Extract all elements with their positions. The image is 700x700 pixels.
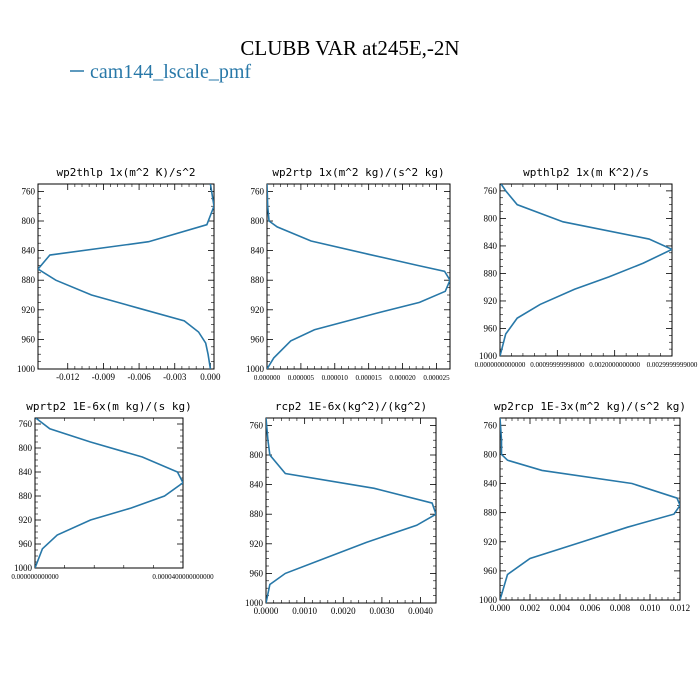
y-tick-label: 920 <box>22 305 36 315</box>
y-tick-label: 800 <box>251 216 265 226</box>
x-tick-label: 0.000005 <box>288 374 315 382</box>
series-line <box>38 184 214 369</box>
x-tick-label: 0.0030 <box>370 606 395 616</box>
y-tick-label: 880 <box>22 275 36 285</box>
panel-5: rcp2 1E-6x(kg^2)/(kg^2) 760 800 840 880 920 96… <box>245 400 437 616</box>
x-tick-label: 0.000000000000 <box>11 573 59 581</box>
y-tick-label: 760 <box>251 186 265 196</box>
panel-6: wp2rcp 1E-3x(m^2 kg)/(s^2 kg) 760 800 840 88… <box>479 400 690 613</box>
y-tick-label: 760 <box>250 420 264 430</box>
plot-frame <box>37 183 215 370</box>
plot-frame <box>266 183 451 370</box>
x-tick-label: -0.006 <box>127 372 151 382</box>
y-tick-label: 880 <box>19 491 33 501</box>
y-tick-label: 880 <box>484 508 498 518</box>
panel-2: wp2rtp 1x(m^2 kg)/(s^2 kg) 760 800 840 880 92… <box>246 166 451 382</box>
y-tick-label: 800 <box>484 213 498 223</box>
panel-title: wpthlp2 1x(m K^2)/s <box>523 166 649 179</box>
y-tick-label: 960 <box>251 334 265 344</box>
panel-title: rcp2 1E-6x(kg^2)/(kg^2) <box>275 400 427 413</box>
series-line <box>35 418 183 568</box>
y-tick-label: 760 <box>22 186 36 196</box>
y-tick-label: 920 <box>19 515 33 525</box>
x-tick-label: 0.008 <box>610 603 631 613</box>
x-tick-label: 0.002 <box>520 603 540 613</box>
y-tick-label: 960 <box>22 334 36 344</box>
panel-title: wp2rtp 1x(m^2 kg)/(s^2 kg) <box>272 166 444 179</box>
plot-frame <box>499 183 673 357</box>
x-tick-label: 0.004 <box>550 603 571 613</box>
x-tick-label: 0.0000400000000000 <box>152 573 214 581</box>
panel-title: wp2thlp 1x(m^2 K)/s^2 <box>56 166 195 179</box>
y-tick-label: 760 <box>19 419 33 429</box>
series-line <box>266 418 436 603</box>
y-tick-label: 960 <box>250 568 264 578</box>
y-tick-label: 840 <box>484 479 498 489</box>
y-tick-label: 920 <box>250 539 264 549</box>
y-tick-label: 880 <box>250 509 264 519</box>
y-tick-label: 960 <box>484 323 498 333</box>
x-tick-label: 0.000000 <box>254 374 281 382</box>
panel-4: wprtp2 1E-6x(m kg)/(s kg) 760 800 840 880 920… <box>11 400 214 581</box>
y-tick-label: 880 <box>484 268 498 278</box>
x-tick-label: 0.0010 <box>292 606 317 616</box>
y-tick-label: 840 <box>19 467 33 477</box>
series-line <box>500 184 672 356</box>
y-tick-label: 840 <box>22 246 36 256</box>
x-tick-label: 0.000015 <box>356 374 383 382</box>
legend-label: cam144_lscale_pmf <box>90 61 251 83</box>
y-tick-label: 1000 <box>14 563 33 573</box>
y-tick-label: 960 <box>484 566 498 576</box>
x-tick-label: 0.00099999998000 <box>530 361 585 369</box>
x-tick-label: 0.0040 <box>408 606 433 616</box>
y-tick-label: 920 <box>251 305 265 315</box>
figure-title: CLUBB VAR at245E,-2N <box>240 36 459 60</box>
x-tick-label: -0.012 <box>56 372 79 382</box>
y-tick-label: 760 <box>484 186 498 196</box>
x-tick-label: -0.003 <box>163 372 187 382</box>
y-tick-label: 800 <box>484 449 498 459</box>
series-line <box>500 418 680 600</box>
y-tick-label: 800 <box>22 216 36 226</box>
x-tick-label: 0.0000 <box>254 606 279 616</box>
panel-title: wp2rcp 1E-3x(m^2 kg)/(s^2 kg) <box>494 400 686 413</box>
x-tick-label: 0.000010 <box>322 374 349 382</box>
y-tick-label: 800 <box>250 450 264 460</box>
series-line <box>267 184 450 369</box>
y-tick-label: 1000 <box>479 595 498 605</box>
y-tick-label: 760 <box>484 420 498 430</box>
y-tick-label: 960 <box>19 539 33 549</box>
y-tick-label: 840 <box>484 241 498 251</box>
x-tick-label: 0.000 <box>200 372 221 382</box>
x-tick-label: 0.000 <box>490 603 511 613</box>
plot-frame <box>34 417 184 569</box>
y-tick-label: 1000 <box>17 364 36 374</box>
panel-title: wprtp2 1E-6x(m kg)/(s kg) <box>26 400 192 413</box>
x-tick-label: 0.000020 <box>389 374 416 382</box>
y-tick-label: 880 <box>251 275 265 285</box>
x-tick-label: 0.010 <box>640 603 661 613</box>
y-tick-label: 800 <box>19 443 33 453</box>
y-tick-label: 840 <box>250 480 264 490</box>
y-tick-label: 840 <box>251 246 265 256</box>
x-tick-label: -0.009 <box>92 372 116 382</box>
y-tick-label: 1000 <box>479 351 498 361</box>
x-tick-label: 0.0000000000000 <box>475 361 526 369</box>
x-tick-label: 0.006 <box>580 603 601 613</box>
x-tick-label: 0.0029999999000 <box>647 361 698 369</box>
y-tick-label: 920 <box>484 296 498 306</box>
panel-3: wpthlp2 1x(m K^2)/s 760 800 840 880 920 960 100… <box>475 166 698 369</box>
y-tick-label: 1000 <box>245 598 264 608</box>
x-tick-label: 0.000025 <box>423 374 450 382</box>
y-tick-label: 1000 <box>246 364 265 374</box>
panels-group: wp2thlp 1x(m^2 K)/s^2 760 800 840 880 920 960 1… <box>11 166 698 616</box>
x-tick-label: 0.0020 <box>331 606 356 616</box>
panel-1: wp2thlp 1x(m^2 K)/s^2 760 800 840 880 920 960 1… <box>17 166 221 382</box>
x-tick-label: 0.012 <box>670 603 690 613</box>
x-tick-label: 0.0020000000000 <box>589 361 640 369</box>
y-tick-label: 920 <box>484 537 498 547</box>
